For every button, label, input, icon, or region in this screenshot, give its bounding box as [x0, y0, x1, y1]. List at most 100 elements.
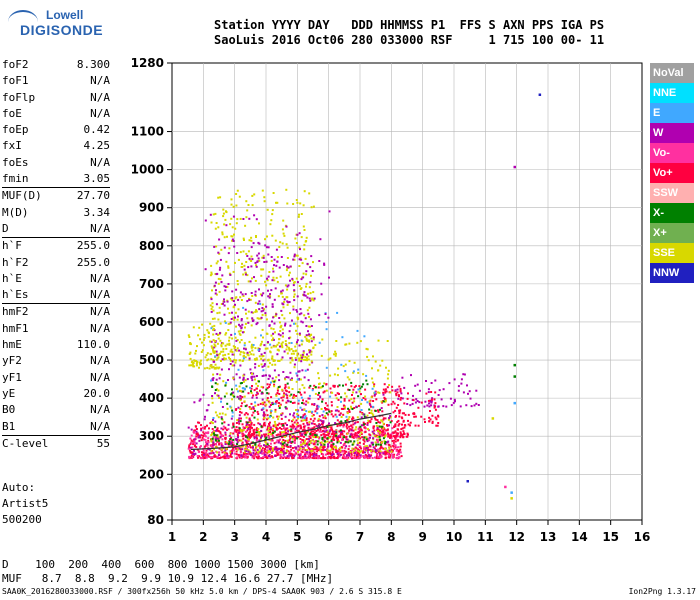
- echo-point: [284, 340, 287, 343]
- isolated-echo-point: [510, 497, 513, 500]
- echo-point: [223, 300, 226, 303]
- echo-point: [316, 440, 319, 443]
- echo-point: [215, 366, 218, 369]
- echo-point: [391, 389, 394, 392]
- x-tick-label: 5: [293, 530, 301, 544]
- echo-point: [235, 288, 238, 291]
- echo-point: [213, 346, 216, 349]
- echo-point: [266, 399, 269, 402]
- echo-point: [284, 415, 287, 418]
- echo-point: [370, 405, 372, 408]
- echo-point: [207, 331, 210, 334]
- echo-point: [293, 396, 296, 399]
- echo-point: [350, 429, 353, 432]
- echo-point: [304, 359, 307, 361]
- echo-point: [284, 322, 287, 325]
- echo-point: [212, 333, 215, 336]
- echo-point: [358, 451, 361, 454]
- echo-point: [267, 433, 270, 435]
- echo-point: [289, 451, 292, 453]
- echo-point: [265, 246, 268, 249]
- echo-point: [281, 388, 284, 391]
- echo-point: [204, 452, 206, 455]
- echo-point: [239, 408, 242, 410]
- echo-point: [236, 283, 239, 286]
- echo-point: [215, 289, 217, 292]
- echo-point: [272, 425, 275, 428]
- echo-point: [262, 407, 265, 410]
- echo-point: [305, 443, 308, 446]
- echo-point: [320, 386, 323, 389]
- echo-point: [303, 190, 306, 193]
- echo-point: [302, 402, 305, 405]
- echo-point: [309, 292, 312, 295]
- echo-point: [346, 427, 349, 430]
- echo-point: [304, 356, 307, 358]
- echo-point: [252, 311, 255, 314]
- echo-point: [220, 360, 222, 362]
- echo-point: [260, 340, 263, 343]
- echo-point: [221, 448, 224, 451]
- echo-point: [203, 418, 206, 421]
- echo-point: [291, 388, 294, 390]
- echo-point: [211, 378, 214, 381]
- echo-point: [248, 436, 251, 439]
- echo-point: [392, 449, 394, 452]
- echo-point: [264, 280, 266, 283]
- echo-point: [225, 210, 227, 213]
- echo-point: [278, 422, 281, 425]
- echo-point: [222, 350, 225, 353]
- echo-point: [277, 398, 280, 401]
- echo-point: [318, 260, 321, 262]
- echo-point: [344, 420, 347, 422]
- echo-point: [343, 399, 346, 402]
- echo-point: [277, 359, 280, 362]
- echo-point: [264, 448, 266, 450]
- echo-point: [371, 367, 373, 370]
- echo-point: [333, 439, 336, 441]
- echo-point: [328, 452, 331, 455]
- param-value: N/A: [90, 271, 110, 285]
- echo-point: [203, 336, 206, 339]
- echo-point: [299, 447, 302, 450]
- echo-point: [390, 448, 393, 451]
- echo-point: [296, 310, 299, 313]
- echo-point: [212, 309, 215, 312]
- echo-point: [406, 403, 409, 405]
- echo-point: [304, 444, 307, 447]
- echo-point: [292, 350, 295, 353]
- echo-point: [345, 440, 348, 443]
- echo-point: [401, 412, 404, 415]
- echo-point: [309, 318, 312, 321]
- echo-point: [434, 416, 437, 419]
- echo-point: [210, 345, 213, 348]
- echo-point: [403, 426, 406, 429]
- echo-point: [312, 291, 315, 294]
- echo-point: [223, 451, 226, 454]
- echo-point: [371, 449, 374, 452]
- echo-point: [270, 447, 273, 450]
- echo-point: [275, 201, 277, 204]
- echo-point: [201, 453, 204, 456]
- param-row: h`Es N/A: [2, 287, 110, 303]
- echo-point: [248, 426, 251, 429]
- echo-point: [294, 357, 297, 359]
- echo-point: [287, 456, 290, 458]
- echo-point: [293, 455, 296, 458]
- echo-point: [364, 388, 367, 391]
- echo-point: [208, 455, 211, 458]
- echo-point: [232, 353, 235, 356]
- echo-point: [276, 452, 279, 455]
- echo-point: [277, 401, 280, 404]
- echo-point: [194, 429, 196, 432]
- echo-point: [258, 348, 261, 350]
- echo-point: [272, 429, 274, 432]
- echo-point: [242, 387, 245, 390]
- logo-lowell: Lowell: [46, 8, 84, 22]
- echo-point: [327, 408, 330, 411]
- echo-point: [240, 382, 243, 384]
- y-tick-label: 1100: [131, 125, 164, 139]
- echo-point: [331, 453, 334, 456]
- echo-point: [233, 347, 236, 350]
- echo-point: [303, 419, 306, 422]
